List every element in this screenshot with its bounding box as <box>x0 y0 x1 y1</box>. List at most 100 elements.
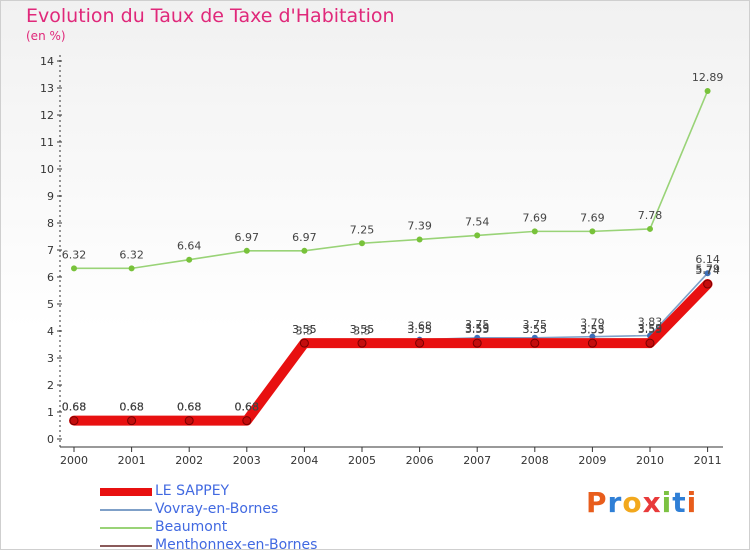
data-label: 3.55 <box>292 323 317 336</box>
data-label: 0.68 <box>119 401 144 414</box>
data-point <box>704 270 711 277</box>
legend-swatch <box>100 509 152 511</box>
data-label: 6.14 <box>695 253 720 266</box>
data-point <box>472 338 482 348</box>
data-label: 3.53 <box>580 324 605 337</box>
legend-swatch <box>100 488 152 496</box>
x-tick-label: 2000 <box>60 454 88 467</box>
unit-label: (en %) <box>26 29 66 43</box>
y-tick-label: 3 <box>47 352 54 365</box>
data-point <box>299 338 309 348</box>
data-label: 6.32 <box>119 248 144 261</box>
x-tick-label: 2011 <box>694 454 722 467</box>
chart-title: Evolution du Taux de Taxe d'Habitation <box>26 5 395 27</box>
data-label: 6.97 <box>292 231 317 244</box>
data-point <box>647 225 653 232</box>
legend-label: LE SAPPEY <box>155 483 230 499</box>
legend-label: Beaumont <box>155 519 228 535</box>
logo-letter: i <box>661 486 673 519</box>
data-point <box>242 416 252 426</box>
x-tick-label: 2002 <box>175 454 203 467</box>
data-label: 0.68 <box>62 401 87 414</box>
data-label: 3.68 <box>407 320 432 333</box>
y-tick-label: 14 <box>40 55 54 68</box>
x-tick-label: 2008 <box>521 454 549 467</box>
legend-label: Menthonnex-en-Bornes <box>155 537 318 553</box>
series-line <box>69 279 713 426</box>
data-label: 6.32 <box>62 248 87 261</box>
data-label: 3.55 <box>523 323 548 336</box>
data-label: 0.68 <box>177 401 202 414</box>
data-point <box>703 279 713 289</box>
y-tick-label: 4 <box>47 325 54 338</box>
data-point <box>184 416 194 426</box>
data-label: 0.68 <box>177 401 202 414</box>
data-point <box>71 265 77 272</box>
x-tick-label: 2004 <box>290 454 318 467</box>
series-line <box>73 281 709 422</box>
data-label: 0.68 <box>235 401 260 414</box>
data-label: 3.55 <box>580 323 605 336</box>
x-tick-label: 2005 <box>348 454 376 467</box>
data-label: 0.68 <box>62 401 87 414</box>
data-label: 3.83 <box>638 316 663 329</box>
data-label: 3.59 <box>638 322 663 335</box>
data-label: 3.5 <box>296 325 314 338</box>
data-point <box>186 256 193 263</box>
legend-swatch <box>100 527 152 529</box>
y-tick-label: 0 <box>47 433 54 446</box>
data-label: 3.55 <box>465 323 490 336</box>
x-tick-label: 2001 <box>118 454 146 467</box>
x-tick-label: 2007 <box>463 454 491 467</box>
data-label: 3.79 <box>580 317 605 330</box>
data-label: 3.55 <box>407 323 432 336</box>
data-label: 3.59 <box>465 322 490 335</box>
y-tick-label: 9 <box>47 190 54 203</box>
logo-letter: i <box>686 486 698 519</box>
data-label: 6.97 <box>235 231 260 244</box>
data-point <box>127 416 137 426</box>
y-tick-label: 11 <box>40 136 54 149</box>
data-label: 3.55 <box>638 323 663 336</box>
data-label: 3.75 <box>523 318 548 331</box>
data-label: 3.75 <box>465 318 490 331</box>
data-label: 7.54 <box>465 215 490 228</box>
data-label: 0.68 <box>235 401 260 414</box>
data-label: 3.55 <box>292 323 317 336</box>
data-point <box>357 338 367 348</box>
data-label: 0.68 <box>177 401 202 414</box>
data-point <box>589 228 596 235</box>
logo-letter: P <box>586 486 608 519</box>
y-tick-label: 12 <box>40 109 54 122</box>
data-point <box>531 228 538 235</box>
data-label: 12.89 <box>692 71 724 84</box>
y-tick-label: 5 <box>47 298 54 311</box>
data-point <box>359 240 365 247</box>
y-tick-label: 7 <box>47 244 54 257</box>
y-tick-label: 1 <box>47 406 54 419</box>
legend-label: Vovray-en-Bornes <box>155 501 279 517</box>
data-point <box>645 338 655 348</box>
data-label: 0.68 <box>119 401 144 414</box>
y-tick-label: 13 <box>40 82 54 95</box>
data-label: 7.39 <box>407 219 432 232</box>
x-tick-label: 2006 <box>406 454 434 467</box>
data-label: 6.64 <box>177 240 202 253</box>
data-label: 7.69 <box>523 211 548 224</box>
logo-letter: t <box>672 486 687 519</box>
data-point <box>301 247 308 254</box>
data-label: 3.5 <box>353 325 371 338</box>
y-tick-label: 2 <box>47 379 54 392</box>
x-tick-label: 2010 <box>636 454 664 467</box>
data-label: 3.55 <box>407 323 432 336</box>
data-label: 7.78 <box>638 209 663 222</box>
data-label: 3.55 <box>350 323 375 336</box>
series-line <box>73 90 709 270</box>
x-tick-label: 2009 <box>578 454 606 467</box>
data-label: 0.68 <box>62 401 87 414</box>
x-tick-label: 2003 <box>233 454 261 467</box>
data-point <box>416 236 423 243</box>
legend-swatch <box>100 545 152 547</box>
y-tick-label: 10 <box>40 163 54 176</box>
